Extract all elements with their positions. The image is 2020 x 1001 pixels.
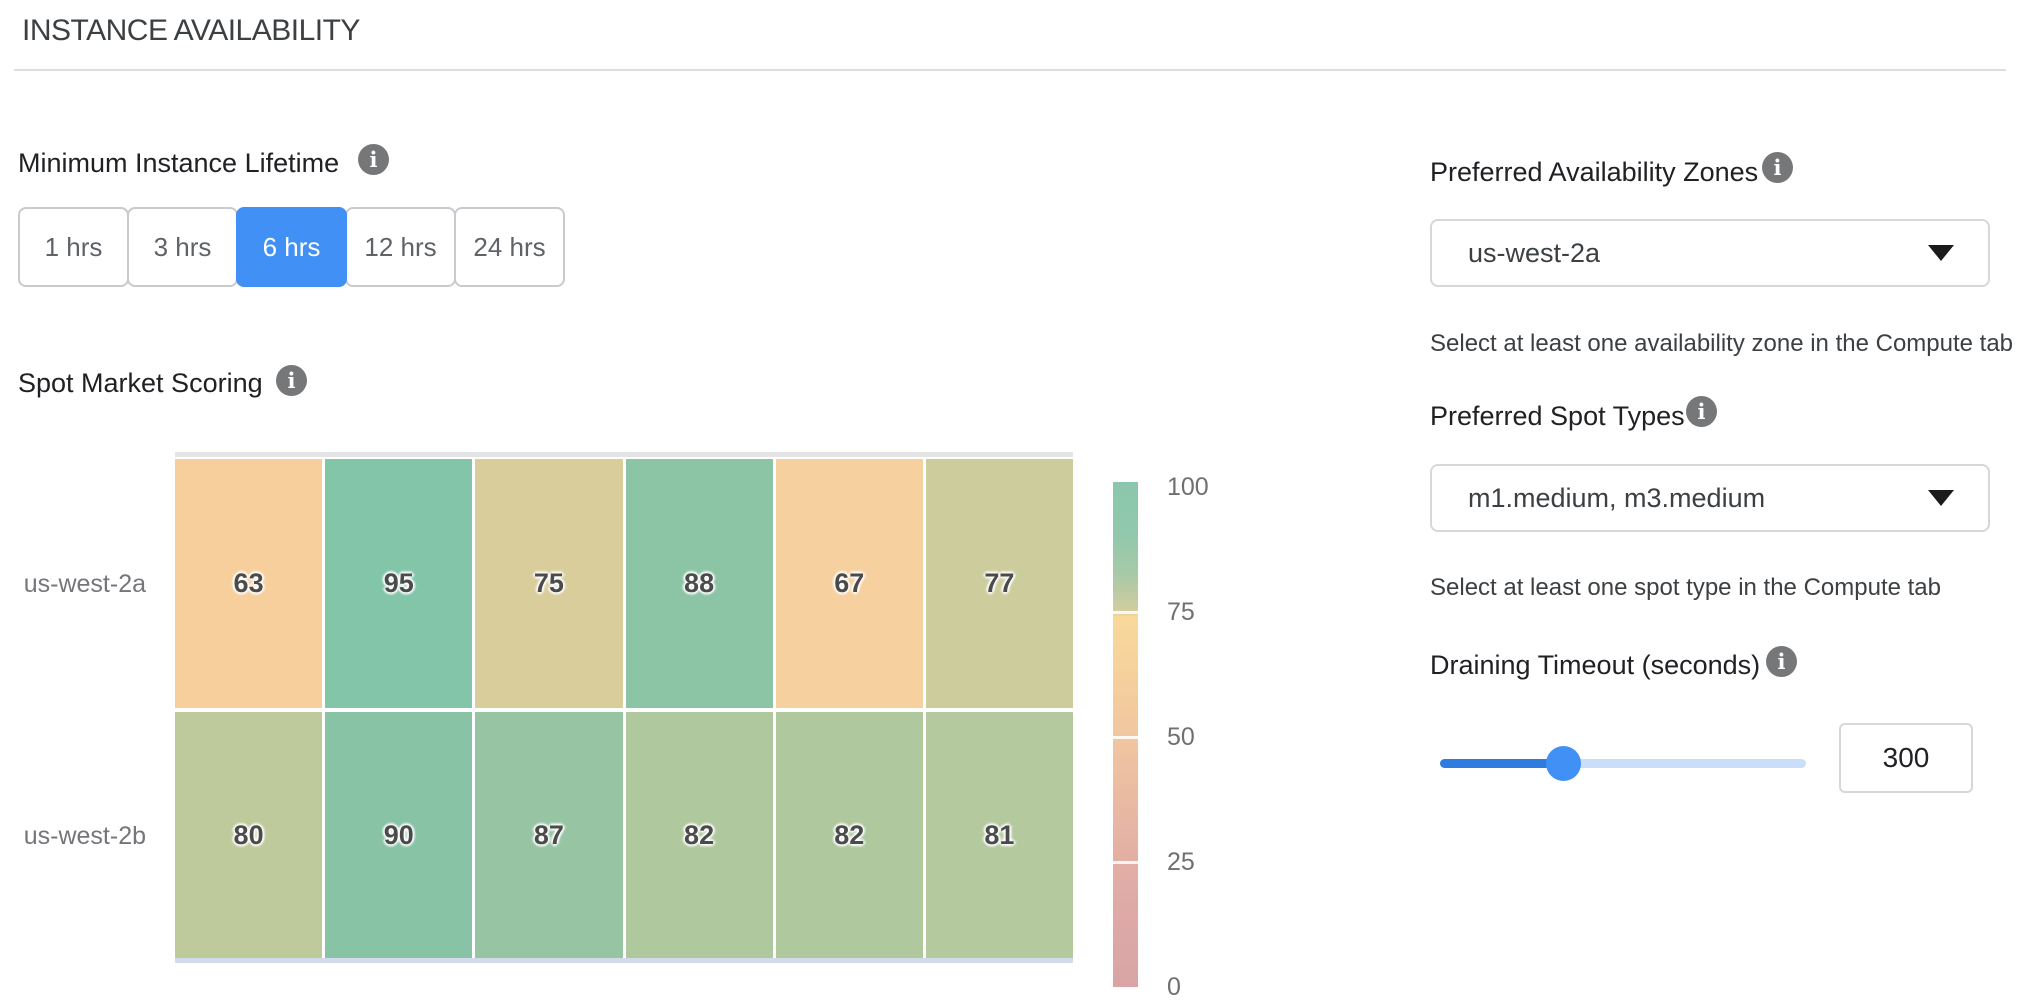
- heatmap-cell-us-west-2b-4: 82: [775, 712, 923, 958]
- draining-timeout-slider[interactable]: [1440, 746, 1806, 781]
- colorbar-tick-25: 25: [1167, 848, 1195, 876]
- chevron-down-icon: [1928, 245, 1954, 261]
- heatmap-colorbar: [1113, 482, 1138, 987]
- colorbar-tick-100: 100: [1167, 473, 1209, 501]
- heatmap-cell-us-west-2a-1: 95: [325, 459, 473, 708]
- heatmap-bottom-border: [175, 958, 1073, 963]
- preferred-spot-types-info-icon[interactable]: [1686, 396, 1717, 427]
- heatmap-row-label-us-west-2b: us-west-2b: [23, 822, 146, 850]
- lifetime-option-1hrs[interactable]: 1 hrs: [18, 207, 129, 287]
- draining-timeout-input[interactable]: [1839, 723, 1973, 793]
- preferred-spot-types-label: Preferred Spot Types: [1430, 401, 1685, 431]
- spot-market-scoring-label: Spot Market Scoring: [18, 368, 263, 398]
- spot-types-helper-text: Select at least one spot type in the Com…: [1430, 574, 1941, 601]
- lifetime-button-group: 1 hrs 3 hrs 6 hrs 12 hrs 24 hrs: [18, 207, 565, 287]
- heatmap-cell-us-west-2b-1: 90: [325, 712, 473, 958]
- colorbar-separator: [1113, 861, 1138, 864]
- heatmap-cell-us-west-2b-5: 81: [925, 712, 1073, 958]
- preferred-spot-types-dropdown[interactable]: m1.medium, m3.medium: [1430, 464, 1990, 532]
- colorbar-tick-0: 0: [1167, 973, 1181, 1001]
- heatmap-cell-us-west-2a-5: 77: [925, 459, 1073, 708]
- chevron-down-icon: [1928, 490, 1954, 506]
- preferred-availability-zones-value: us-west-2a: [1468, 237, 1601, 268]
- colorbar-separator: [1113, 611, 1138, 614]
- colorbar-tick-75: 75: [1167, 598, 1195, 626]
- heatmap-cell-us-west-2a-3: 88: [625, 459, 773, 708]
- draining-timeout-info-icon[interactable]: [1766, 646, 1797, 677]
- preferred-spot-types-value: m1.medium, m3.medium: [1468, 482, 1766, 513]
- preferred-availability-zones-info-icon[interactable]: [1762, 152, 1793, 183]
- header-divider: [14, 69, 2006, 71]
- lifetime-option-3hrs[interactable]: 3 hrs: [127, 207, 238, 287]
- heatmap-row-label-us-west-2a: us-west-2a: [23, 570, 146, 598]
- page-title: INSTANCE AVAILABILITY: [22, 14, 360, 47]
- lifetime-option-12hrs[interactable]: 12 hrs: [345, 207, 456, 287]
- heatmap-cell-us-west-2b-3: 82: [625, 712, 773, 958]
- heatmap-cell-us-west-2b-0: 80: [175, 712, 323, 958]
- heatmap-grid: 63 95 75 88 67 77 80 90 87 82 82 81: [175, 459, 1073, 958]
- slider-thumb[interactable]: [1546, 746, 1581, 781]
- lifetime-option-6hrs[interactable]: 6 hrs: [236, 207, 347, 287]
- spot-market-scoring-info-icon[interactable]: [276, 365, 307, 396]
- minimum-instance-lifetime-info-icon[interactable]: [358, 144, 389, 175]
- colorbar-tick-50: 50: [1167, 723, 1195, 751]
- availability-zones-helper-text: Select at least one availability zone in…: [1430, 330, 2014, 357]
- lifetime-option-24hrs[interactable]: 24 hrs: [454, 207, 565, 287]
- heatmap-cell-us-west-2a-4: 67: [775, 459, 923, 708]
- draining-timeout-label: Draining Timeout (seconds): [1430, 650, 1761, 680]
- preferred-availability-zones-label: Preferred Availability Zones: [1430, 157, 1759, 187]
- heatmap-top-border: [175, 452, 1073, 457]
- heatmap-cell-us-west-2a-0: 63: [175, 459, 323, 708]
- slider-fill: [1440, 759, 1563, 768]
- preferred-availability-zones-dropdown[interactable]: us-west-2a: [1430, 219, 1990, 287]
- minimum-instance-lifetime-label: Minimum Instance Lifetime: [18, 148, 340, 178]
- heatmap-cell-us-west-2b-2: 87: [475, 712, 623, 958]
- heatmap-cell-us-west-2a-2: 75: [475, 459, 623, 708]
- colorbar-separator: [1113, 736, 1138, 739]
